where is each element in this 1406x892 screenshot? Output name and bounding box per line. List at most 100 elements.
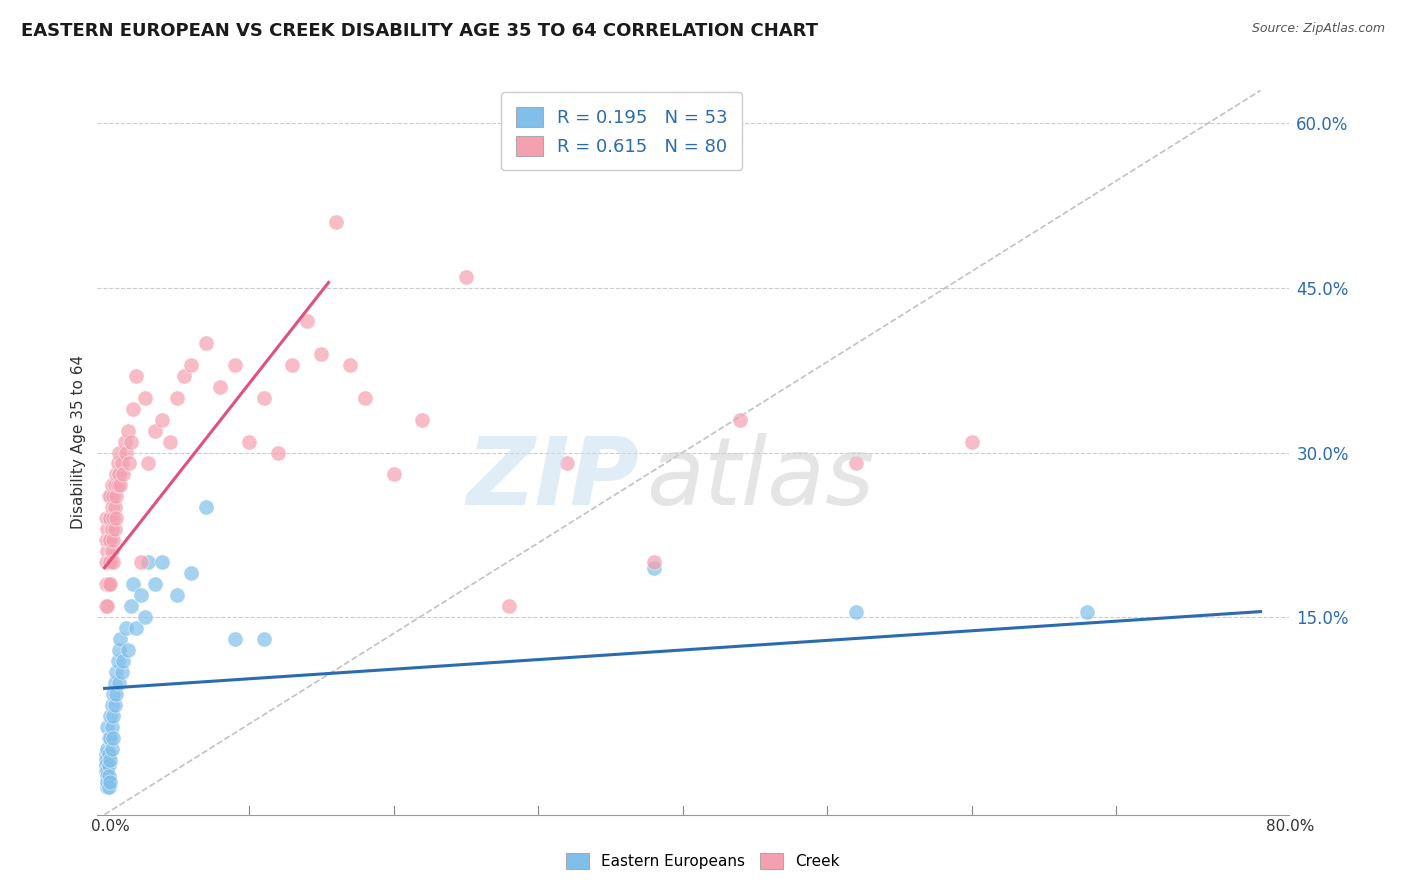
Point [104,478,127,492]
Point [267,445,290,459]
Point [101,720,124,734]
Point [180,358,202,372]
Text: 0.0%: 0.0% [91,819,131,834]
Point [960,434,983,449]
Point [150,412,173,426]
Point [103,511,125,525]
Point [115,445,138,459]
Point [143,577,166,591]
Point [103,687,125,701]
Point [555,457,578,471]
Point [115,621,138,635]
Point [252,391,274,405]
Point [194,500,217,515]
Point [103,533,125,548]
Point [643,555,665,569]
Point [159,434,181,449]
Point [125,621,148,635]
Point [101,500,124,515]
Point [112,467,135,482]
Point [108,676,131,690]
Point [129,588,152,602]
Point [94,533,117,548]
Point [104,500,127,515]
Legend: Eastern Europeans, Creek: Eastern Europeans, Creek [560,847,846,875]
Point [122,577,145,591]
Point [134,391,156,405]
Point [97,511,120,525]
Point [209,380,232,394]
Point [111,457,134,471]
Point [173,368,195,383]
Point [94,747,117,762]
Point [166,588,188,602]
Point [97,555,120,569]
Point [107,654,129,668]
Point [325,215,347,229]
Point [94,758,117,772]
Point [103,555,125,569]
Point [104,676,127,690]
Point [382,467,405,482]
Point [94,599,117,613]
Point [108,467,131,482]
Point [98,511,121,525]
Point [180,566,202,581]
Point [101,741,124,756]
Legend: R = 0.195   N = 53, R = 0.615   N = 80: R = 0.195 N = 53, R = 0.615 N = 80 [502,93,742,170]
Point [105,687,128,701]
Point [94,555,117,569]
Point [101,522,124,536]
Point [224,632,246,646]
Point [103,708,125,723]
Point [454,270,477,285]
Text: EASTERN EUROPEAN VS CREEK DISABILITY AGE 35 TO 64 CORRELATION CHART: EASTERN EUROPEAN VS CREEK DISABILITY AGE… [21,22,818,40]
Point [353,391,375,405]
Point [295,314,318,328]
Point [98,555,121,569]
Point [96,741,118,756]
Point [97,489,120,503]
Point [143,424,166,438]
Point [94,753,117,767]
Point [150,555,173,569]
Point [97,769,120,783]
Text: 80.0%: 80.0% [1267,819,1315,834]
Y-axis label: Disability Age 35 to 64: Disability Age 35 to 64 [72,354,86,529]
Point [643,560,665,574]
Point [110,632,132,646]
Point [136,555,159,569]
Point [96,555,118,569]
Point [96,577,118,591]
Point [134,610,156,624]
Point [97,758,120,772]
Point [238,434,260,449]
Point [103,489,125,503]
Point [117,643,139,657]
Point [730,412,752,426]
Point [94,511,117,525]
Point [339,358,361,372]
Text: atlas: atlas [645,434,875,524]
Point [252,632,274,646]
Point [96,522,118,536]
Point [224,358,246,372]
Point [105,511,128,525]
Point [104,698,127,712]
Point [101,544,124,558]
Text: Source: ZipAtlas.com: Source: ZipAtlas.com [1251,22,1385,36]
Point [411,412,433,426]
Point [98,774,121,789]
Point [108,643,131,657]
Point [107,457,129,471]
Point [97,780,120,794]
Point [96,544,118,558]
Point [98,708,121,723]
Point [129,555,152,569]
Point [101,478,124,492]
Point [112,654,135,668]
Point [96,511,118,525]
Point [111,665,134,679]
Point [97,533,120,548]
Point [845,457,868,471]
